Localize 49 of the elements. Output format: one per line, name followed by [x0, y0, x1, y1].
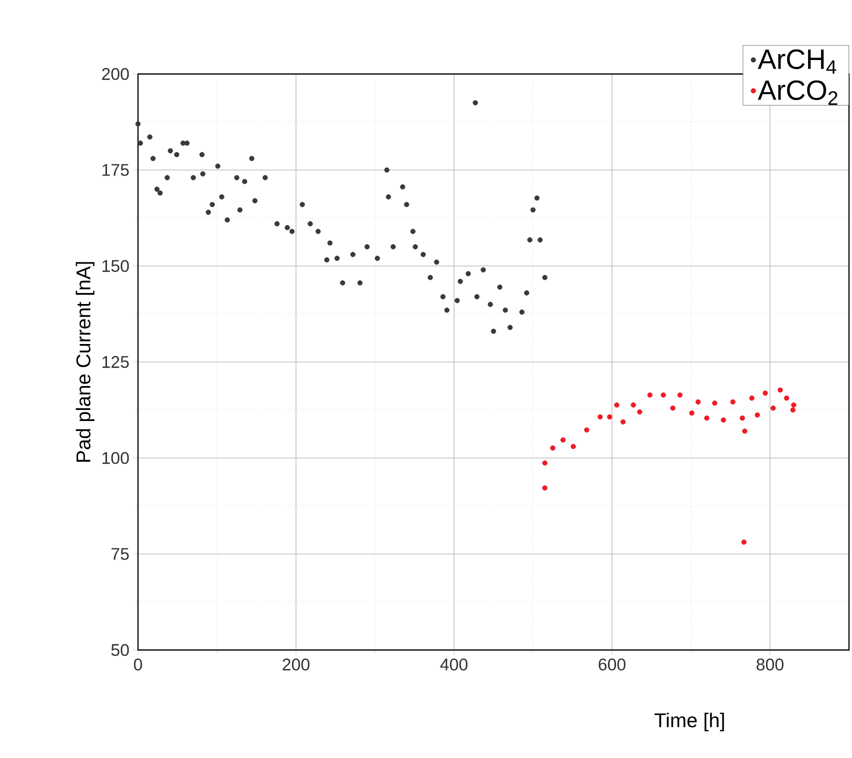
- x-tick-label: 800: [756, 658, 784, 670]
- x-tick-label: 600: [598, 658, 626, 670]
- point: [542, 460, 548, 466]
- point: [784, 396, 790, 401]
- point: [730, 399, 736, 405]
- point: [598, 414, 603, 420]
- point: [720, 417, 726, 423]
- point: [740, 415, 745, 421]
- point: [570, 444, 576, 450]
- point: [770, 405, 776, 411]
- point: [607, 414, 612, 420]
- y-tick-label: 50: [111, 644, 129, 656]
- x-tick-label: 200: [282, 658, 310, 670]
- point: [620, 419, 626, 424]
- point: [550, 445, 556, 451]
- point: [677, 392, 683, 398]
- point: [712, 400, 718, 406]
- point: [704, 415, 710, 421]
- point: [790, 407, 796, 413]
- y-tick-label: 100: [102, 452, 129, 464]
- point: [749, 396, 754, 401]
- point: [670, 405, 676, 411]
- y-tick-label: 200: [102, 68, 129, 80]
- point: [762, 390, 768, 396]
- legend-label: ArCH$_{4}$: [758, 49, 836, 74]
- point: [647, 392, 653, 398]
- point: [689, 410, 694, 416]
- y-tick-label: 150: [102, 260, 129, 272]
- y-tick-label: 175: [102, 164, 129, 176]
- point: [584, 427, 590, 433]
- point: [754, 412, 760, 418]
- point: [637, 409, 642, 415]
- legend-label: ArCO$_{2}$: [758, 80, 838, 105]
- x-tick-label: 0: [134, 658, 142, 670]
- point: [630, 402, 636, 408]
- x-tick-label: 400: [440, 658, 468, 670]
- x-axis-title: Time [h]: [654, 712, 724, 732]
- y-axis-title: Pad plane Current [nA]: [76, 262, 94, 462]
- point: [741, 540, 747, 545]
- point: [614, 402, 620, 408]
- point: [791, 402, 796, 408]
- point: [542, 485, 548, 491]
- point: [560, 437, 566, 443]
- y-tick-label: 125: [102, 356, 129, 368]
- point: [660, 392, 666, 398]
- point: [742, 428, 748, 434]
- point: [696, 399, 701, 405]
- point: [778, 387, 783, 393]
- y-tick-label: 75: [112, 548, 129, 560]
